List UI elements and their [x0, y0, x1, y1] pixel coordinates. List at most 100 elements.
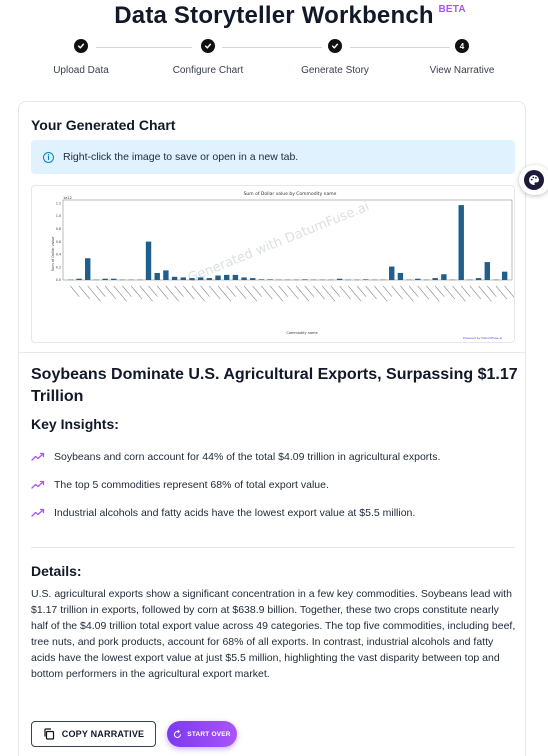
chart-bar	[397, 272, 404, 280]
step-label: Configure Chart	[172, 65, 244, 76]
x-tick-label	[87, 285, 101, 302]
chart-bar	[241, 277, 247, 280]
chart-bar	[441, 274, 447, 280]
chart-bar	[215, 275, 221, 280]
chart-bar	[111, 278, 117, 280]
x-tick-label	[434, 285, 445, 297]
chart-bar	[197, 277, 204, 280]
restart-icon	[174, 729, 182, 738]
x-tick-label	[78, 285, 91, 300]
divider	[31, 547, 515, 548]
beta-badge: BETA	[438, 4, 466, 15]
chart-bar	[171, 276, 178, 280]
palette-icon	[524, 170, 544, 190]
assistant-fab[interactable]	[519, 165, 548, 195]
insight-text: Soybeans and corn account for 44% of the…	[54, 451, 441, 463]
chart-bar	[85, 258, 91, 280]
x-tick-label	[400, 285, 414, 302]
y-tick-label: 0.6	[56, 240, 61, 244]
step-generate-story[interactable]: Generate Story	[275, 38, 395, 76]
x-tick-label	[469, 285, 482, 300]
trend-up-icon	[31, 452, 45, 461]
chart-bar	[501, 271, 508, 280]
narrative-card: Your Generated Chart i Right-click the i…	[18, 101, 526, 756]
step-number: 4	[455, 39, 469, 53]
y-tick-label: 1.0	[56, 214, 61, 218]
chart-watermark: Generated with DatumFuse.ai	[186, 199, 372, 286]
x-tick-label	[478, 285, 492, 302]
chart-bar	[102, 278, 108, 280]
x-tick-label	[374, 285, 388, 302]
chart-bar	[415, 278, 421, 280]
x-tick-label	[487, 285, 497, 297]
app-header: Data Storyteller Workbench BETA	[0, 2, 548, 30]
progress-stepper: Upload Data Configure Chart Generate Sto…	[0, 38, 548, 82]
x-tick-label	[365, 285, 377, 300]
x-tick-label	[287, 285, 299, 300]
chart-bar	[475, 278, 482, 280]
x-tick-label	[148, 285, 158, 297]
chart-bar	[232, 274, 239, 280]
insight-item: Industrial alcohols and fatty acids have…	[31, 507, 415, 519]
y-tick-label: 0.4	[56, 253, 61, 257]
key-insights-title: Key Insights:	[31, 416, 119, 432]
x-tick-label	[304, 285, 315, 297]
chart-bar	[180, 277, 186, 280]
x-tick-label	[443, 285, 456, 300]
x-tick-label	[278, 285, 289, 297]
chart-bar	[362, 279, 369, 280]
divider	[19, 352, 525, 353]
step-view-narrative[interactable]: 4 View Narrative	[402, 38, 522, 76]
step-label: Upload Data	[53, 65, 109, 76]
step-connector	[96, 47, 192, 48]
x-tick-label	[252, 285, 262, 297]
insight-item: The top 5 commodities represent 68% of t…	[31, 479, 329, 491]
step-label: Generate Story	[301, 65, 369, 76]
x-tick-label	[139, 285, 153, 302]
x-tick-label	[356, 285, 367, 297]
x-tick-label	[426, 285, 440, 302]
chart-title: Sum of Dollar value by Commodity name	[244, 191, 337, 197]
insight-text: Industrial alcohols and fatty acids have…	[54, 507, 416, 519]
insight-item: Soybeans and corn account for 44% of the…	[31, 451, 440, 463]
x-tick-label	[339, 285, 351, 300]
copy-narrative-button[interactable]: COPY NARRATIVE	[31, 721, 156, 747]
step-connector	[222, 47, 322, 48]
x-tick-label	[348, 285, 362, 302]
step-configure-chart[interactable]: Configure Chart	[148, 38, 268, 76]
x-tick-label	[130, 285, 143, 300]
chart-bar	[76, 278, 82, 280]
check-icon	[74, 39, 88, 53]
check-icon	[328, 39, 342, 53]
y-tick-label: 0.2	[56, 265, 61, 269]
start-over-label: START OVER	[187, 730, 231, 738]
generated-chart-image[interactable]: Sum of Dollar value by Commodity name 1e…	[31, 185, 515, 343]
x-tick-label	[417, 285, 429, 300]
chart-bar	[302, 279, 308, 280]
chart-bar	[336, 278, 343, 280]
chart-bar	[484, 262, 490, 280]
info-text: Right-click the image to save or open in…	[63, 151, 299, 163]
x-tick-label	[452, 285, 466, 302]
chart-bar	[145, 241, 152, 280]
trend-up-icon	[31, 480, 45, 489]
step-connector	[350, 47, 450, 48]
start-over-button[interactable]: START OVER	[167, 721, 237, 747]
x-tick-label	[217, 285, 232, 302]
info-alert: i Right-click the image to save or open …	[31, 140, 515, 174]
y-tick-label: 1.2	[56, 201, 61, 205]
info-icon: i	[43, 151, 54, 163]
step-upload-data[interactable]: Upload Data	[21, 38, 141, 76]
x-tick-label	[243, 285, 258, 302]
chart-bar	[267, 279, 273, 280]
copy-narrative-label: COPY NARRATIVE	[61, 729, 145, 739]
y-axis-label: Sum of Dollar value	[51, 237, 55, 272]
x-tick-label	[191, 285, 206, 302]
trend-up-icon	[31, 508, 45, 517]
x-tick-label	[408, 285, 419, 297]
chart-bar	[458, 205, 464, 280]
y-scale-note: 1e12	[63, 196, 72, 200]
x-tick-label	[174, 285, 184, 297]
chart-bar	[224, 274, 230, 280]
x-tick-label	[156, 285, 169, 300]
